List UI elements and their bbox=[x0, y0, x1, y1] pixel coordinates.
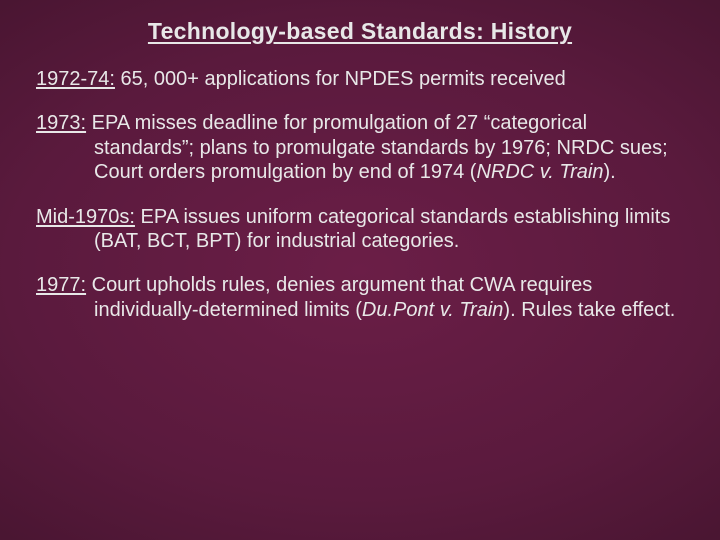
bullet-date: 1972-74: bbox=[36, 68, 115, 90]
bullet-date: 1973: bbox=[36, 112, 86, 134]
slide-title: Technology-based Standards: History bbox=[36, 18, 684, 45]
bullet-italic: NRDC v. Train bbox=[476, 161, 603, 183]
bullet-text: 65, 000+ applications for NPDES permits … bbox=[115, 68, 566, 90]
bullet-italic: Du.Pont v. Train bbox=[362, 299, 504, 321]
bullet-item: 1972-74: 65, 000+ applications for NPDES… bbox=[36, 67, 684, 91]
bullet-date: 1977: bbox=[36, 274, 86, 296]
bullet-item: Mid-1970s: EPA issues uniform categorica… bbox=[36, 205, 684, 254]
bullet-date: Mid-1970s: bbox=[36, 206, 135, 228]
slide-container: Technology-based Standards: History 1972… bbox=[0, 0, 720, 540]
bullet-text-after: ). Rules take effect. bbox=[503, 299, 675, 321]
bullet-text-after: ). bbox=[604, 161, 616, 183]
bullet-item: 1973: EPA misses deadline for promulgati… bbox=[36, 111, 684, 184]
bullet-item: 1977: Court upholds rules, denies argume… bbox=[36, 273, 684, 322]
bullet-text: EPA issues uniform categorical standards… bbox=[94, 206, 670, 252]
